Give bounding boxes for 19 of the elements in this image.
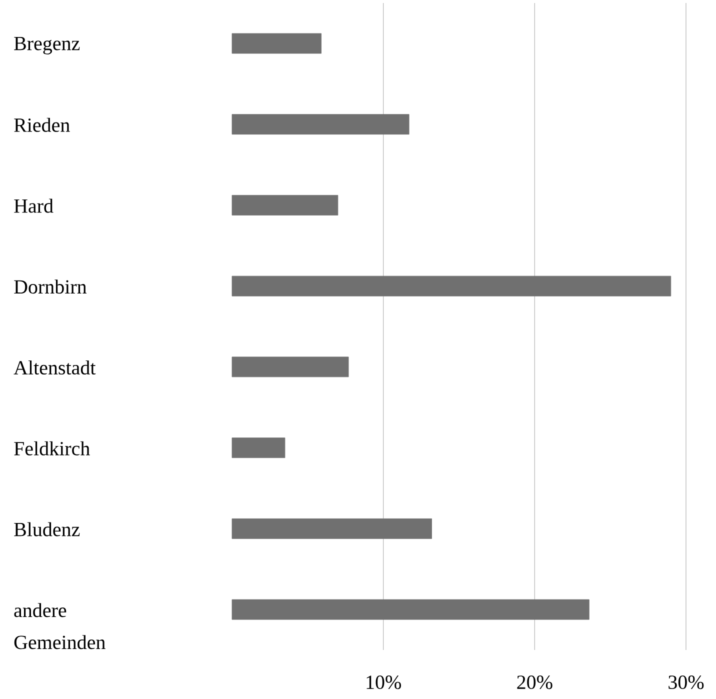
y-tick-label: Altenstadt [14,360,96,375]
bar [232,194,338,216]
x-tick-label: 20% [517,676,552,690]
y-tick-label: andere Gemeinden [14,603,106,650]
y-tick-label: Rieden [14,118,70,132]
bar [232,438,286,458]
x-tick-label: 10% [366,676,401,690]
bar [232,599,590,620]
y-tick-label: Bludenz [14,522,80,536]
bar [232,518,432,539]
bar [232,33,322,54]
y-tick-label: Bregenz [14,36,80,54]
x-tick-label: 30% [668,676,704,690]
bar [232,114,410,135]
y-tick-label: Feldkirch [14,441,90,456]
y-tick-label: Dornbirn [14,280,87,294]
y-tick-label: Hard [14,198,54,213]
bar [232,356,349,378]
bar [232,276,672,296]
